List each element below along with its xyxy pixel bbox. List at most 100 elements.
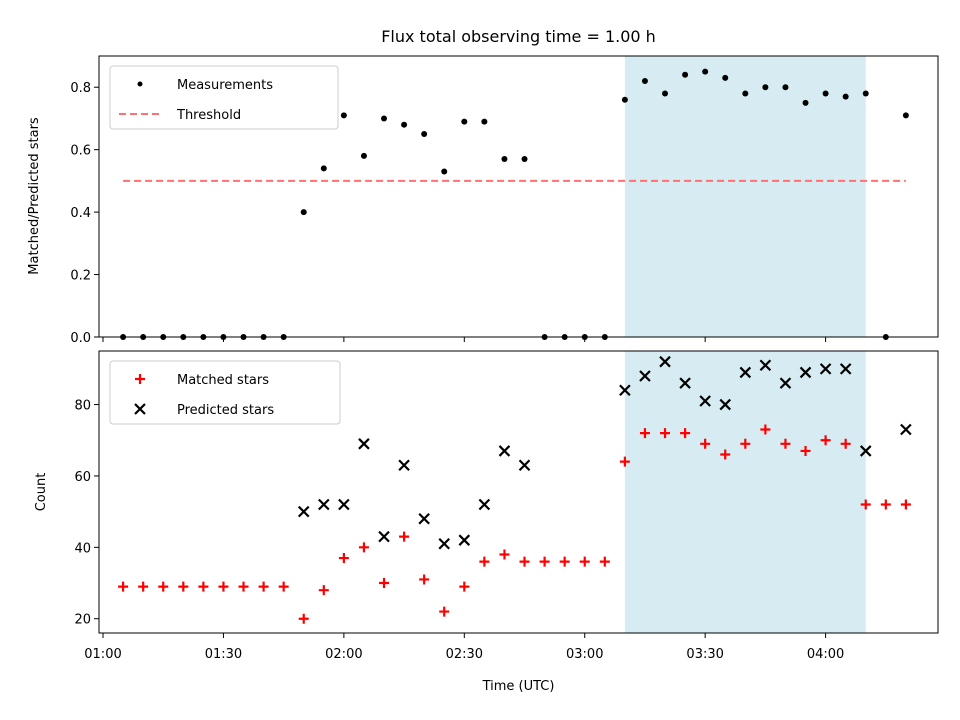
matched-star-point: [639, 428, 650, 439]
matched-star-point: [439, 606, 450, 617]
predicted-star-point: [498, 445, 511, 457]
y-tick-label: 80: [74, 399, 91, 414]
predicted-star-point: [859, 445, 872, 457]
matched-star-point: [218, 581, 229, 592]
legend-predicted-swatch: [134, 403, 146, 415]
x-tick-label: 01:00: [84, 647, 121, 662]
matched-star-point: [680, 428, 691, 439]
matched-star-point: [820, 435, 831, 446]
predicted-star-point: [799, 366, 812, 379]
bottom-series-predicted-stars: [297, 355, 912, 550]
predicted-star-point: [819, 363, 832, 375]
matched-star-point: [419, 574, 430, 585]
top-highlight-span: [624, 56, 866, 337]
matched-star-point: [338, 553, 349, 564]
measurement-point: [822, 90, 829, 97]
y-tick-label: 0.2: [70, 269, 91, 284]
matched-star-point: [118, 581, 129, 592]
measurement-point: [641, 77, 648, 84]
measurement-point: [401, 121, 408, 128]
measurement-point: [722, 74, 729, 81]
matched-star-point: [840, 438, 851, 449]
matched-star-point: [660, 428, 671, 439]
predicted-star-point: [679, 377, 691, 389]
matched-star-point: [238, 581, 249, 592]
x-tick-label: 04:00: [807, 647, 844, 662]
legend-label: Threshold: [176, 108, 241, 123]
legend-box: [109, 65, 339, 130]
bottom-axes-frame: [98, 350, 939, 634]
matched-star-point: [880, 499, 891, 510]
measurement-point: [762, 84, 769, 91]
predicted-star-point: [358, 438, 370, 450]
measurement-point: [862, 90, 869, 97]
predicted-star-point: [458, 534, 471, 546]
measurement-point: [461, 118, 468, 125]
measurement-point: [481, 118, 488, 125]
matched-star-point: [278, 581, 289, 592]
predicted-star-point: [338, 498, 350, 511]
matched-star-point: [519, 556, 530, 567]
bottom-highlight-span: [624, 351, 866, 633]
matched-star-point: [459, 581, 470, 592]
predicted-star-point: [739, 366, 752, 379]
predicted-star-point: [378, 530, 390, 543]
predicted-star-point: [659, 355, 671, 368]
measurement-point: [421, 131, 428, 138]
measurement-point: [521, 156, 528, 163]
matched-star-point: [198, 581, 209, 592]
predicted-star-point: [719, 398, 732, 411]
matched-star-point: [358, 542, 369, 553]
matched-star-point: [298, 613, 309, 624]
legend-label: Measurements: [177, 78, 273, 93]
predicted-star-point: [619, 384, 631, 397]
matched-star-point: [760, 424, 771, 435]
matched-star-point: [379, 578, 390, 589]
measurement-point: [340, 112, 347, 119]
predicted-star-point: [759, 359, 772, 372]
matched-star-point: [900, 499, 911, 510]
matched-star-point: [559, 556, 570, 567]
chart-title: Flux total observing time = 1.00 h: [381, 27, 656, 46]
predicted-star-point: [418, 512, 430, 525]
predicted-star-point: [699, 395, 711, 407]
top-axes-frame: [98, 55, 939, 338]
x-tick-label: 03:00: [566, 647, 603, 662]
x-tick-label: 03:30: [686, 647, 723, 662]
y-tick-label: 0.6: [70, 144, 91, 159]
predicted-star-point: [839, 363, 852, 375]
predicted-star-point: [478, 498, 491, 511]
measurement-point: [782, 84, 789, 91]
legend-box: [109, 360, 341, 425]
measurement-point: [682, 71, 689, 78]
y-tick-label: 40: [74, 541, 91, 556]
y-tick-label: 60: [74, 470, 91, 485]
x-tick-label: 02:30: [446, 647, 483, 662]
y-tick-label: 20: [74, 613, 91, 628]
measurement-point: [802, 99, 809, 106]
matched-star-point: [178, 581, 189, 592]
bottom-panel: 20 40 60 80 01:00 01:30 02:00 02:30 03:00 03:30 04…: [74, 350, 939, 662]
y-tick-label: 0.8: [70, 81, 91, 96]
x-tick-label: 01:30: [205, 647, 242, 662]
matched-star-point: [158, 581, 169, 592]
measurement-point: [441, 168, 448, 175]
measurement-point: [842, 93, 849, 100]
legend-matched-swatch: [135, 374, 145, 384]
measurement-point: [702, 68, 709, 75]
top-legend: Measurements Threshold: [109, 65, 339, 130]
matched-star-point: [700, 438, 711, 449]
predicted-star-point: [297, 505, 310, 518]
legend-measurement-swatch: [137, 81, 143, 87]
matched-star-point: [579, 556, 590, 567]
matched-star-point: [318, 585, 329, 596]
matched-star-point: [479, 556, 490, 567]
measurement-point: [742, 90, 749, 97]
matched-star-point: [720, 449, 731, 460]
measurement-point: [501, 156, 508, 163]
matched-star-point: [499, 549, 510, 560]
measurement-point: [621, 96, 628, 103]
measurement-point: [320, 165, 327, 172]
top-y-axis-label: Matched/Predicted stars: [27, 117, 42, 275]
